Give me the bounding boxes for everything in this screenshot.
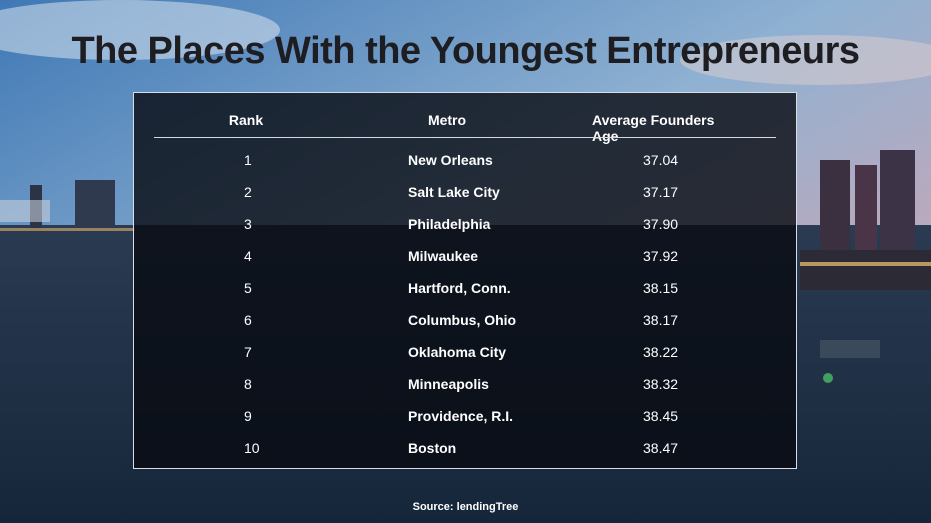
rank-cell: 3 (244, 216, 252, 232)
metro-cell: Philadelphia (408, 216, 491, 232)
rank-cell: 4 (244, 248, 252, 264)
table-row: 7 Oklahoma City 38.22 (134, 336, 798, 368)
table-row: 2 Salt Lake City 37.17 (134, 176, 798, 208)
rank-cell: 8 (244, 376, 252, 392)
metro-cell: Columbus, Ohio (408, 312, 517, 328)
metro-cell: Providence, R.I. (408, 408, 514, 424)
age-cell: 38.32 (643, 376, 679, 392)
age-cell: 38.45 (643, 408, 679, 424)
age-cell: 38.17 (643, 312, 679, 328)
rank-cell: 7 (244, 344, 252, 360)
rank-cell: 2 (244, 184, 252, 200)
age-cell: 38.22 (643, 344, 679, 360)
table-row: 8 Minneapolis 38.32 (134, 368, 798, 400)
header-divider (154, 137, 776, 138)
age-cell: 37.04 (643, 152, 679, 168)
table-row: 6 Columbus, Ohio 38.17 (134, 304, 798, 336)
rank-cell: 1 (244, 152, 252, 168)
age-cell: 37.90 (643, 216, 679, 232)
column-header-age: Average Founders Age (592, 112, 715, 144)
table-row: 10 Boston 38.47 (134, 432, 798, 464)
table-row: 9 Providence, R.I. 38.45 (134, 400, 798, 432)
rank-cell: 6 (244, 312, 252, 328)
rank-cell: 9 (244, 408, 252, 424)
metro-cell: Boston (408, 440, 457, 456)
age-cell: 37.17 (643, 184, 679, 200)
column-header-rank: Rank (228, 112, 264, 128)
age-cell: 38.15 (643, 280, 679, 296)
metro-cell: Oklahoma City (408, 344, 507, 360)
metro-cell: Hartford, Conn. (408, 280, 511, 296)
chart-title: The Places With the Youngest Entrepreneu… (71, 30, 860, 72)
table-panel: Rank Metro Average Founders Age 1 New Orl… (133, 92, 797, 469)
column-header-metro: Metro (427, 112, 467, 128)
age-cell: 37.92 (643, 248, 679, 264)
metro-cell: Minneapolis (408, 376, 489, 392)
source-note: Source: lendingTree (412, 501, 519, 513)
rank-cell: 10 (244, 440, 260, 456)
table-row: 4 Milwaukee 37.92 (134, 240, 798, 272)
age-cell: 38.47 (643, 440, 679, 456)
metro-cell: Milwaukee (408, 248, 479, 264)
table-row: 1 New Orleans 37.04 (134, 144, 798, 176)
rank-cell: 5 (244, 280, 252, 296)
table-row: 3 Philadelphia 37.90 (134, 208, 798, 240)
metro-cell: New Orleans (408, 152, 493, 168)
metro-cell: Salt Lake City (408, 184, 500, 200)
table-row: 5 Hartford, Conn. 38.15 (134, 272, 798, 304)
